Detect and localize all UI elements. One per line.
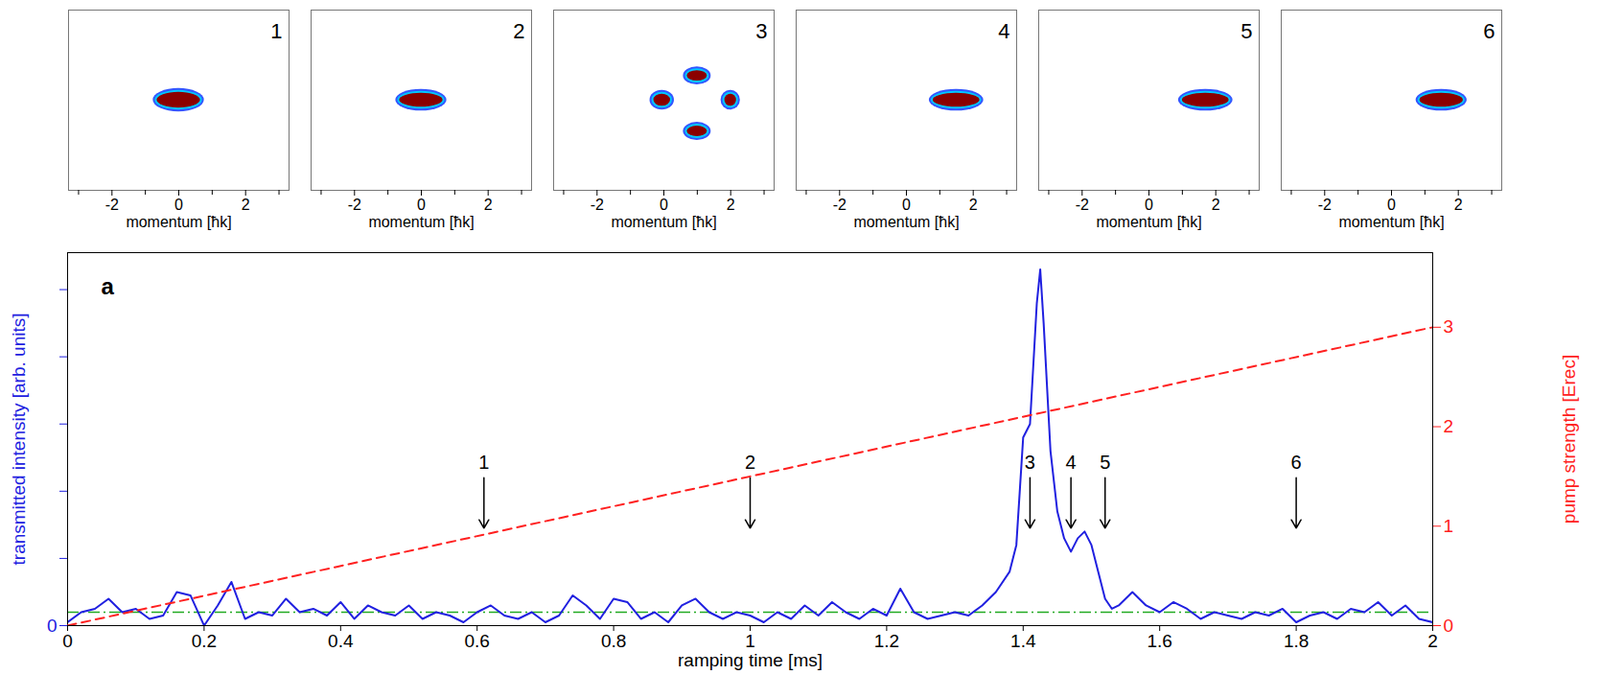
svg-text:-2: -2 [833,196,847,213]
svg-text:0: 0 [174,196,184,213]
svg-text:1: 1 [270,19,282,44]
svg-text:5: 5 [1240,19,1253,44]
svg-text:momentum [ħk]: momentum [ħk] [1095,213,1202,231]
svg-text:2: 2 [969,196,978,213]
svg-text:2: 2 [1443,416,1455,437]
svg-text:a: a [101,273,116,300]
svg-text:momentum [ħk]: momentum [ħk] [368,213,474,231]
svg-text:0.6: 0.6 [463,630,489,651]
svg-text:0: 0 [1144,196,1154,213]
svg-text:-2: -2 [590,196,604,213]
svg-text:3: 3 [1024,451,1036,473]
svg-text:0: 0 [659,196,669,213]
svg-text:momentum [ħk]: momentum [ħk] [1338,213,1444,231]
svg-text:-2: -2 [347,196,362,213]
svg-text:0: 0 [902,196,911,213]
svg-text:2: 2 [744,451,756,473]
svg-text:3: 3 [1443,316,1455,337]
svg-text:1.6: 1.6 [1146,630,1172,651]
svg-text:0: 0 [1387,196,1396,213]
svg-text:5: 5 [1099,451,1111,473]
svg-text:-2: -2 [1318,196,1332,213]
svg-text:0: 0 [1443,615,1455,636]
svg-text:2: 2 [726,196,736,213]
svg-text:transmitted intensity [arb. un: transmitted intensity [arb. units] [8,313,29,566]
svg-text:momentum [ħk]: momentum [ħk] [610,213,717,231]
svg-text:1: 1 [478,451,489,473]
svg-text:0: 0 [417,196,426,213]
svg-text:1: 1 [744,630,756,651]
svg-text:2: 2 [1427,630,1438,651]
svg-text:2: 2 [1454,196,1463,213]
svg-text:6: 6 [1291,451,1302,473]
svg-text:0.4: 0.4 [327,630,354,651]
svg-text:0.8: 0.8 [601,630,627,651]
svg-text:ramping time [ms]: ramping time [ms] [677,649,823,671]
svg-text:2: 2 [241,196,251,213]
svg-text:4: 4 [1066,451,1077,473]
svg-text:2: 2 [1211,196,1221,213]
svg-text:2: 2 [512,19,525,44]
svg-text:0: 0 [62,630,73,651]
svg-text:-2: -2 [105,196,119,213]
svg-text:1.8: 1.8 [1283,630,1309,651]
svg-text:momentum [ħk]: momentum [ħk] [853,213,959,231]
svg-text:1: 1 [1443,515,1455,536]
svg-text:3: 3 [755,19,767,44]
svg-text:2: 2 [484,196,493,213]
svg-text:4: 4 [997,19,1010,44]
svg-text:0.2: 0.2 [191,630,217,651]
svg-text:1.2: 1.2 [874,630,900,651]
svg-text:0: 0 [46,615,58,636]
svg-text:-2: -2 [1075,196,1090,213]
svg-text:6: 6 [1483,19,1495,44]
svg-text:pump strength [Erec]: pump strength [Erec] [1558,354,1579,524]
svg-text:momentum [ħk]: momentum [ħk] [125,213,232,231]
svg-text:1.4: 1.4 [1010,630,1037,651]
